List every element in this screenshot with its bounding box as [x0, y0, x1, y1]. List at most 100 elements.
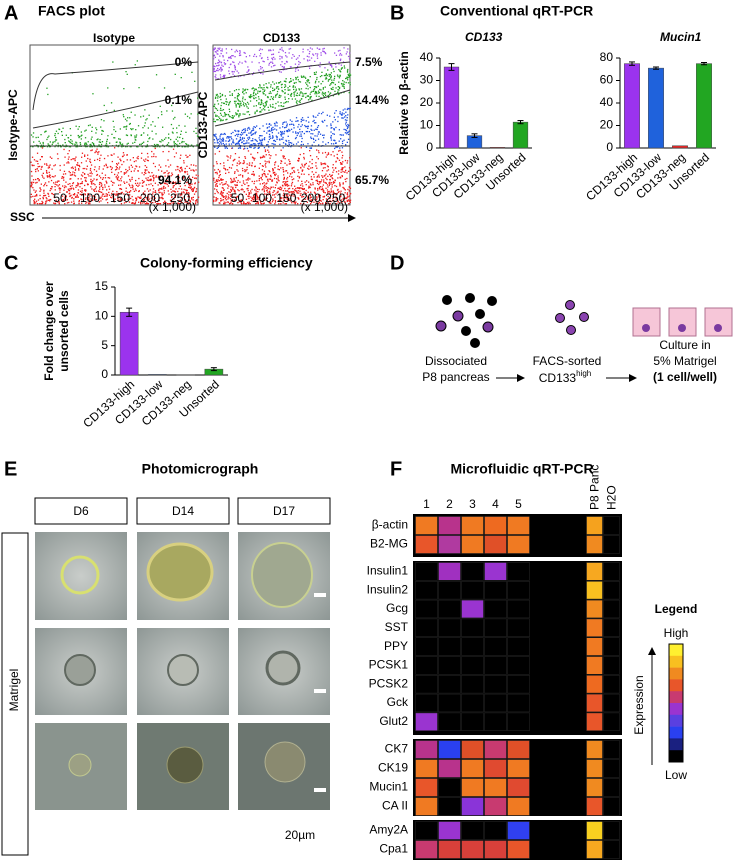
heat-cell — [416, 841, 438, 859]
dot — [283, 174, 284, 175]
dot — [327, 176, 328, 177]
dot — [340, 164, 341, 165]
dot — [295, 121, 296, 122]
dot — [132, 177, 133, 178]
dot — [138, 185, 139, 186]
dot — [107, 167, 108, 168]
dot — [94, 169, 95, 170]
dot — [68, 156, 69, 157]
dot — [314, 74, 315, 75]
dot — [282, 167, 283, 168]
dot — [331, 139, 332, 140]
dot — [332, 121, 333, 122]
dot — [272, 179, 273, 180]
dot — [170, 189, 171, 190]
dot — [138, 87, 139, 88]
dot — [245, 128, 246, 129]
dot — [45, 195, 46, 196]
dot — [90, 170, 91, 171]
dot — [262, 175, 263, 176]
dot — [298, 61, 299, 62]
dot — [87, 174, 88, 175]
dot — [215, 121, 216, 122]
dot — [256, 125, 257, 126]
dot — [308, 174, 309, 175]
dot — [36, 182, 37, 183]
y-tick-label: 15 — [95, 279, 109, 293]
dot — [324, 67, 325, 68]
dot — [263, 87, 264, 88]
dot — [36, 190, 37, 191]
dot — [106, 165, 107, 166]
dot — [213, 196, 214, 197]
dot — [280, 134, 281, 135]
dot — [327, 69, 328, 70]
dot — [116, 176, 117, 177]
dot — [316, 77, 317, 78]
dot — [226, 137, 227, 138]
dot — [93, 178, 94, 179]
dot — [321, 164, 322, 165]
dot — [30, 162, 31, 163]
dot — [180, 155, 181, 156]
dot — [328, 79, 329, 80]
dot — [231, 179, 232, 180]
dot — [284, 89, 285, 90]
dot — [254, 88, 255, 89]
dot — [248, 198, 249, 199]
dot — [323, 96, 324, 97]
dot — [50, 190, 51, 191]
dot — [186, 166, 187, 167]
dot — [284, 97, 285, 98]
dot — [135, 188, 136, 189]
heat-cell — [587, 822, 603, 840]
dot — [36, 160, 37, 161]
dot — [49, 199, 50, 200]
dot — [324, 93, 325, 94]
dot — [264, 91, 265, 92]
dot — [296, 90, 297, 91]
dot — [291, 57, 292, 58]
dot — [316, 156, 317, 157]
dot — [82, 188, 83, 189]
dot — [155, 177, 156, 178]
dot — [335, 167, 336, 168]
dot — [164, 87, 165, 88]
dot — [304, 158, 305, 159]
dot — [41, 203, 42, 204]
dot — [74, 172, 75, 173]
dot — [95, 127, 96, 128]
dot — [328, 154, 329, 155]
dot — [274, 203, 275, 204]
dot — [238, 93, 239, 94]
dot — [230, 64, 231, 65]
dot — [286, 164, 287, 165]
dot — [244, 114, 245, 115]
dot — [57, 180, 58, 181]
dot — [48, 181, 49, 182]
dot — [217, 119, 218, 120]
legend-swatch — [669, 656, 683, 668]
dot — [310, 184, 311, 185]
dot — [222, 134, 223, 135]
dot — [308, 186, 309, 187]
dot — [229, 144, 230, 145]
dot — [142, 180, 143, 181]
dot — [228, 70, 229, 71]
dot — [172, 132, 173, 133]
dot — [243, 113, 244, 114]
dot — [38, 166, 39, 167]
dot — [254, 143, 255, 144]
dot — [160, 106, 161, 107]
heat-cell — [587, 675, 603, 693]
dot — [280, 167, 281, 168]
heat-cell — [485, 822, 507, 840]
dot — [132, 167, 133, 168]
dot — [114, 110, 115, 111]
dot — [214, 139, 215, 140]
dot — [272, 81, 273, 82]
dot — [256, 100, 257, 101]
dot — [266, 83, 267, 84]
bar — [148, 374, 166, 375]
dot — [262, 140, 263, 141]
